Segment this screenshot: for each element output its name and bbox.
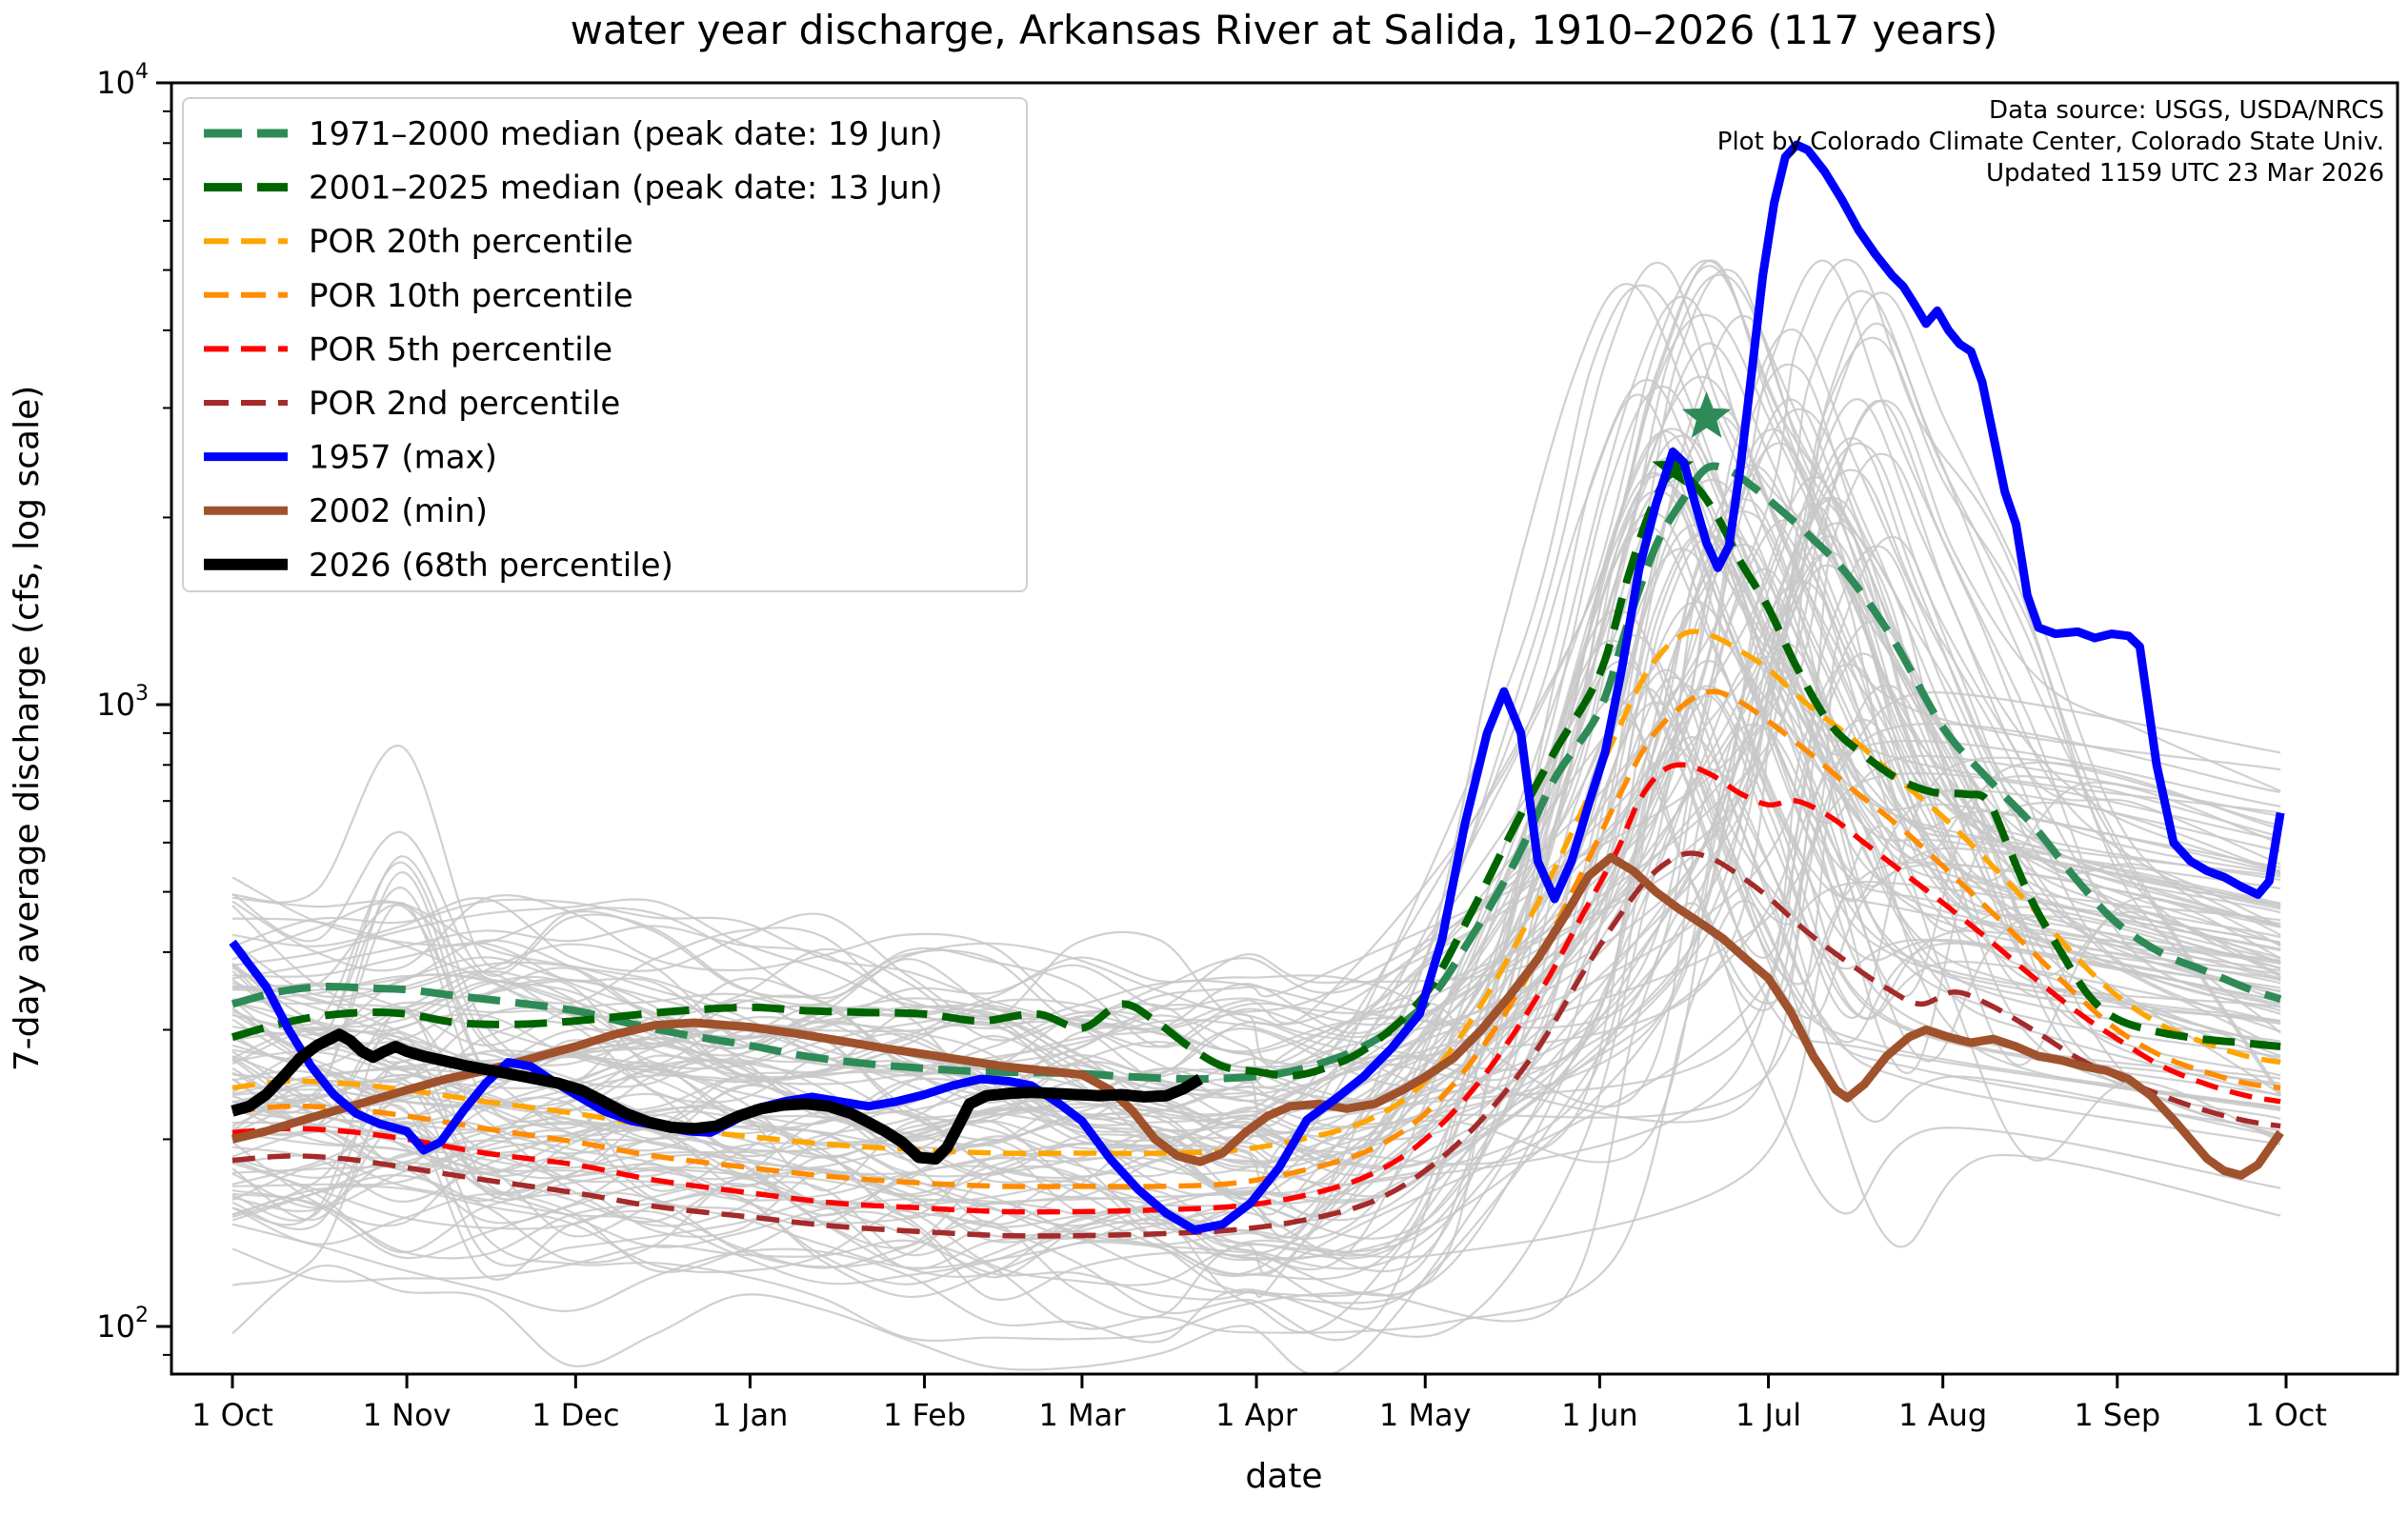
x-tick-label: 1 Jan xyxy=(712,1397,789,1433)
annotation-credit: Plot by Colorado Climate Center, Colorad… xyxy=(1717,128,2384,156)
legend-item-por-20th: POR 20th percentile xyxy=(204,223,633,261)
legend: 1971–2000 median (peak date: 19 Jun) 200… xyxy=(182,97,1028,592)
legend-label: POR 10th percentile xyxy=(309,277,633,315)
legend-item-por-2nd: POR 2nd percentile xyxy=(204,385,620,423)
legend-item-median-1971-2000: 1971–2000 median (peak date: 19 Jun) xyxy=(204,115,943,153)
peak-star-markers xyxy=(1652,391,1732,487)
star-marker xyxy=(1652,446,1694,487)
series-median-1971-2000 xyxy=(231,462,2282,1084)
x-tick-label: 1 May xyxy=(1379,1397,1472,1433)
x-tick-label: 1 Oct xyxy=(2245,1397,2327,1433)
legend-label: POR 5th percentile xyxy=(309,330,612,369)
legend-box xyxy=(182,97,1028,592)
legend-label: 2001–2025 median (peak date: 13 Jun) xyxy=(309,169,943,208)
legend-item-median-2001-2025: 2001–2025 median (peak date: 13 Jun) xyxy=(204,169,943,208)
axes-frame xyxy=(170,81,2399,1376)
x-axis-label: date xyxy=(1245,1457,1322,1496)
legend-item-por-5th: POR 5th percentile xyxy=(204,330,612,369)
legend-label: 2002 (min) xyxy=(309,492,488,530)
legend-label: 1971–2000 median (peak date: 19 Jun) xyxy=(309,115,943,153)
series-por-10th-percentile xyxy=(231,688,2281,1189)
series-median-2001-2025 xyxy=(231,467,2281,1080)
x-tick-label: 1 Aug xyxy=(1898,1397,1987,1433)
plot-border xyxy=(170,81,2399,1376)
legend-item-2002-min: 2002 (min) xyxy=(204,492,488,530)
legend-label: 1957 (max) xyxy=(309,439,497,477)
x-tick-label: 1 Apr xyxy=(1215,1397,1298,1433)
x-tick-label: 1 Dec xyxy=(532,1397,619,1433)
legend-label: POR 20th percentile xyxy=(309,223,633,261)
axis-ticks xyxy=(156,81,2288,1388)
source-annotation: Data source: USGS, USDA/NRCS Plot by Col… xyxy=(1717,96,2384,188)
axis-tick-labels: 1 Oct 1 Nov 1 Dec 1 Jan 1 Feb 1 Mar 1 Apr 1 May… xyxy=(96,60,2327,1433)
annotation-data-source: Data source: USGS, USDA/NRCS xyxy=(1989,96,2384,125)
x-tick-label: 1 Sep xyxy=(2074,1397,2160,1433)
star-marker xyxy=(1681,391,1732,438)
annotation-updated: Updated 1159 UTC 23 Mar 2026 xyxy=(1986,159,2384,188)
chart-title: water year discharge, Arkansas River at … xyxy=(571,7,1998,53)
x-tick-label: 1 Nov xyxy=(363,1397,452,1433)
legend-label: POR 2nd percentile xyxy=(309,385,620,423)
y-tick-label: 102 xyxy=(96,1304,149,1345)
x-tick-label: 1 Feb xyxy=(883,1397,966,1433)
legend-item-1957-max: 1957 (max) xyxy=(204,439,497,477)
highlighted-series-lines xyxy=(229,140,2285,1239)
y-axis-label: 7-day average discharge (cfs, log scale) xyxy=(8,386,47,1072)
series-por-2nd-percentile xyxy=(231,850,2281,1239)
series-year-2026-current xyxy=(231,1028,1204,1165)
legend-item-2026-current: 2026 (68th percentile) xyxy=(204,547,673,585)
x-tick-label: 1 Jun xyxy=(1561,1397,1638,1433)
x-tick-label: 1 Jul xyxy=(1736,1397,1801,1433)
legend-label: 2026 (68th percentile) xyxy=(309,547,673,585)
legend-item-por-10th: POR 10th percentile xyxy=(204,277,633,315)
series-year-2002-min xyxy=(231,852,2284,1180)
x-tick-label: 1 Oct xyxy=(191,1397,273,1433)
x-tick-label: 1 Mar xyxy=(1038,1397,1126,1433)
